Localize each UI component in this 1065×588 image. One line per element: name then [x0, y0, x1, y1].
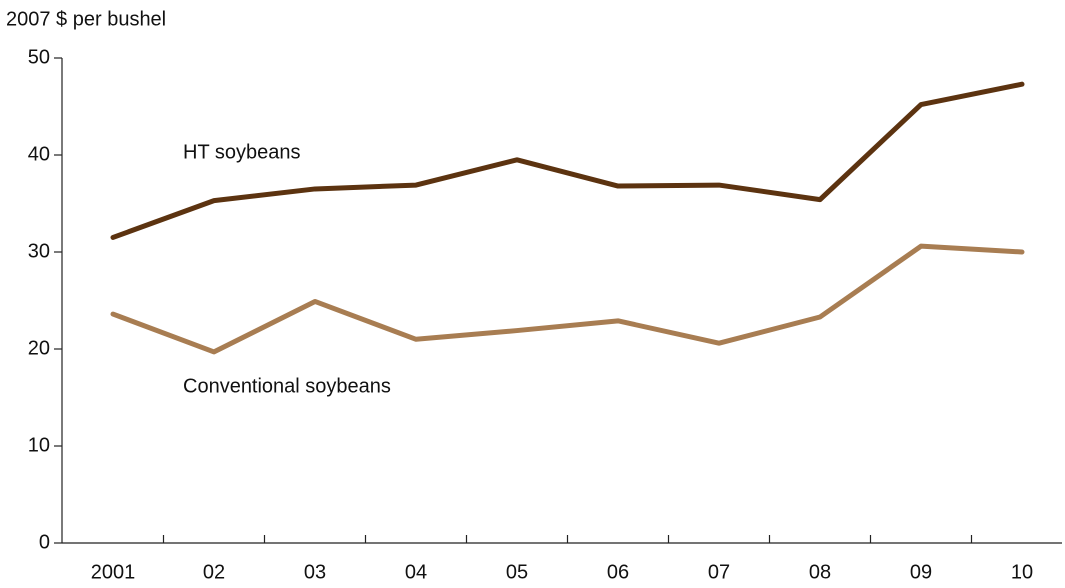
series-label: HT soybeans: [183, 141, 300, 163]
y-tick-label: 30: [28, 240, 50, 262]
x-tick-label: 04: [405, 561, 427, 583]
y-tick-label: 40: [28, 143, 50, 165]
x-tick-label: 05: [506, 561, 528, 583]
series-label: Conventional soybeans: [183, 375, 391, 397]
y-tick-label: 0: [39, 531, 50, 553]
x-tick-label: 2001: [91, 561, 136, 583]
y-tick-label: 10: [28, 434, 50, 456]
y-tick-label: 20: [28, 337, 50, 359]
x-tick-label: 03: [304, 561, 326, 583]
x-tick-label: 06: [607, 561, 629, 583]
y-tick-label: 50: [28, 46, 50, 68]
x-tick-label: 08: [809, 561, 831, 583]
x-tick-label: 02: [203, 561, 225, 583]
y-axis-title: 2007 $ per bushel: [6, 8, 166, 30]
line-series: [110, 81, 1025, 240]
x-tick-label: 09: [910, 561, 932, 583]
line-series: [110, 243, 1025, 355]
x-tick-label: 10: [1011, 561, 1033, 583]
x-tick-label: 07: [708, 561, 730, 583]
